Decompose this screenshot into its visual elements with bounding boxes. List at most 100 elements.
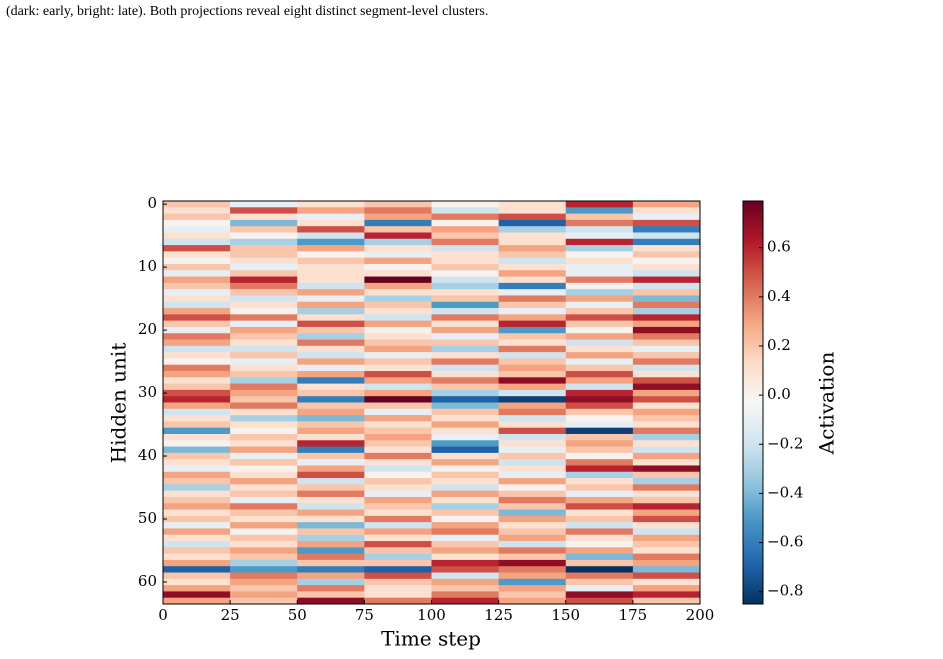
heatmap-cell	[498, 358, 567, 366]
heatmap-cell	[498, 201, 567, 208]
heatmap-cell	[632, 219, 701, 227]
heatmap-cell	[297, 522, 365, 529]
heatmap-cell	[364, 452, 432, 460]
heatmap-cell	[297, 503, 365, 510]
heatmap-cell	[565, 553, 634, 561]
heatmap-cell	[632, 207, 701, 214]
heatmap-cell	[632, 440, 701, 447]
heatmap-cell	[163, 371, 231, 378]
heatmap-cell	[632, 383, 701, 391]
heatmap-cell	[431, 553, 500, 561]
heatmap-cell	[230, 503, 298, 510]
heatmap-cell	[498, 219, 567, 227]
heatmap-cell	[632, 433, 701, 441]
heatmap-cell	[163, 245, 231, 252]
heatmap-cell	[498, 597, 567, 605]
heatmap-cell	[364, 484, 432, 492]
heatmap-cell	[431, 427, 500, 435]
heatmap-cell	[632, 371, 701, 378]
heatmap-cell	[163, 402, 231, 410]
heatmap-cell	[230, 377, 298, 385]
heatmap-cell	[297, 415, 365, 422]
heatmap-cell	[163, 566, 231, 573]
heatmap-cell	[364, 371, 432, 378]
heatmap-cell	[297, 597, 365, 605]
heatmap-cell	[565, 308, 634, 315]
heatmap-cell	[297, 572, 365, 580]
heatmap-cell	[163, 427, 231, 435]
heatmap-cell	[364, 282, 432, 290]
heatmap-cell	[632, 541, 701, 548]
heatmap-cell	[498, 377, 567, 385]
heatmap-cell	[431, 377, 500, 385]
y-axis-label: Hidden unit	[107, 343, 131, 464]
heatmap-cell	[364, 528, 432, 536]
heatmap-cell	[498, 446, 567, 454]
heatmap-cell	[498, 496, 567, 504]
heatmap-cell	[498, 207, 567, 214]
heatmap-cell	[297, 270, 365, 277]
heatmap-cell	[431, 402, 500, 410]
heatmap-cell	[565, 478, 634, 485]
heatmap-cell	[431, 276, 500, 284]
heatmap-cell	[230, 308, 298, 315]
heatmap-cell	[163, 471, 231, 479]
heatmap-cell	[230, 578, 298, 586]
heatmap-cell	[163, 326, 231, 334]
heatmap-cell	[297, 308, 365, 315]
heatmap-cell	[498, 547, 567, 555]
heatmap-cell	[565, 408, 634, 416]
heatmap-cell	[163, 320, 231, 328]
heatmap-cell	[230, 534, 298, 542]
heatmap-cell	[163, 591, 231, 599]
heatmap-cell	[364, 396, 432, 403]
heatmap-cell	[431, 490, 500, 498]
heatmap-cell	[632, 308, 701, 315]
heatmap-cell	[498, 433, 567, 441]
heatmap-cell	[297, 295, 365, 303]
heatmap-cell	[431, 446, 500, 454]
heatmap-cell	[163, 358, 231, 366]
heatmap-cell	[431, 452, 500, 460]
heatmap-cell	[230, 541, 298, 548]
heatmap-cell	[364, 427, 432, 435]
heatmap-cell	[364, 585, 432, 592]
heatmap-cell	[297, 490, 365, 498]
heatmap-cell	[431, 484, 500, 492]
heatmap-cell	[364, 559, 432, 567]
heatmap-cell	[431, 320, 500, 328]
heatmap-cell	[565, 201, 634, 208]
heatmap-cell	[431, 270, 500, 277]
heatmap-cell	[297, 509, 365, 517]
heatmap-cell	[431, 478, 500, 485]
heatmap-cell	[163, 408, 231, 416]
heatmap-cell	[498, 478, 567, 485]
heatmap-cell	[632, 465, 701, 473]
heatmap-cell	[297, 566, 365, 573]
heatmap-cell	[163, 515, 231, 523]
heatmap-cell	[565, 433, 634, 441]
heatmap-cell	[364, 257, 432, 265]
heatmap-cell	[364, 276, 432, 284]
heatmap-cell	[163, 478, 231, 485]
heatmap-cell	[431, 251, 500, 259]
heatmap-cell	[230, 383, 298, 391]
heatmap-cell	[632, 352, 701, 359]
heatmap-cell	[431, 295, 500, 303]
heatmap-cell	[230, 226, 298, 233]
heatmap-cell	[297, 358, 365, 366]
heatmap-cell	[498, 245, 567, 252]
caption: (dark: early, bright: late). Both projec…	[6, 4, 488, 19]
heatmap-cell	[632, 585, 701, 592]
heatmap-cell	[297, 238, 365, 246]
heatmap-cell	[431, 471, 500, 479]
heatmap-cell	[565, 415, 634, 422]
colorbar-label: Activation	[815, 352, 839, 456]
heatmap-cell	[565, 207, 634, 214]
heatmap-cell	[297, 452, 365, 460]
heatmap-cell	[565, 245, 634, 252]
heatmap-cell	[297, 377, 365, 385]
heatmap-cell	[498, 452, 567, 460]
heatmap-cell	[565, 226, 634, 233]
heatmap-cell	[632, 232, 701, 240]
